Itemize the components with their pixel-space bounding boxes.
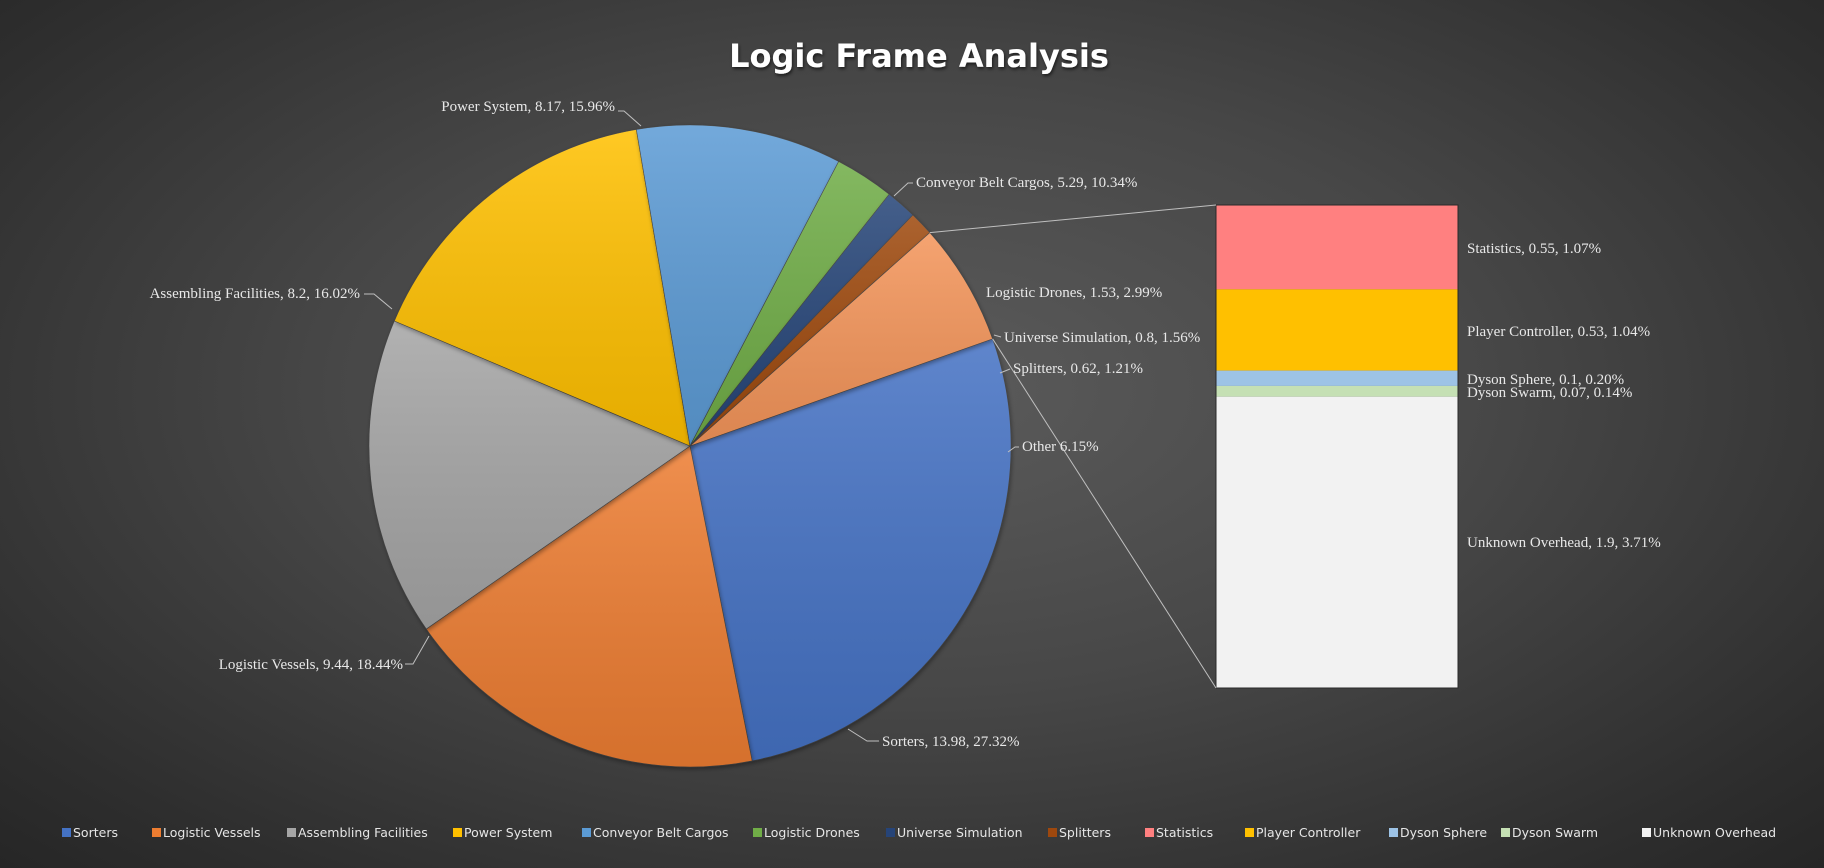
legend-swatch-assembling-facilities bbox=[287, 828, 296, 837]
leader-line-logistic-vessels bbox=[405, 635, 430, 665]
data-label-splitters: Splitters, 0.62, 1.21% bbox=[1013, 361, 1143, 377]
connector-line-bottom bbox=[992, 338, 1217, 689]
legend-label-unknown-overhead: Unknown Overhead bbox=[1653, 825, 1776, 840]
legend-item-assembling-facilities[interactable]: Assembling Facilities bbox=[287, 825, 428, 840]
data-labels-group: Sorters, 13.98, 27.32% Logistic Vessels, … bbox=[150, 99, 1661, 750]
legend-label-logistic-drones: Logistic Drones bbox=[764, 825, 860, 840]
data-label-player-controller: Player Controller, 0.53, 1.04% bbox=[1467, 324, 1650, 340]
legend-swatch-logistic-vessels bbox=[152, 828, 161, 837]
legend: Sorters Logistic Vessels Assembling Facili… bbox=[62, 825, 1776, 840]
legend-item-unknown-overhead[interactable]: Unknown Overhead bbox=[1642, 825, 1776, 840]
legend-swatch-dyson-swarm bbox=[1501, 828, 1510, 837]
legend-item-conveyor-belt-cargos[interactable]: Conveyor Belt Cargos bbox=[582, 825, 729, 840]
legend-swatch-player-controller bbox=[1245, 828, 1254, 837]
data-label-assembling-facilities: Assembling Facilities, 8.2, 16.02% bbox=[150, 286, 360, 302]
data-label-logistic-drones: Logistic Drones, 1.53, 2.99% bbox=[986, 285, 1162, 301]
legend-item-power-system[interactable]: Power System bbox=[453, 825, 552, 840]
legend-label-assembling-facilities: Assembling Facilities bbox=[298, 825, 428, 840]
secondary-bar-outline bbox=[1215, 204, 1459, 689]
legend-item-splitters[interactable]: Splitters bbox=[1048, 825, 1111, 840]
data-label-universe-simulation: Universe Simulation, 0.8, 1.56% bbox=[1004, 330, 1200, 346]
data-label-power-system: Power System, 8.17, 15.96% bbox=[441, 99, 615, 115]
bar-segment-dyson-swarm[interactable] bbox=[1216, 385, 1458, 397]
leader-line-assembling-facilities bbox=[364, 293, 393, 310]
legend-label-sorters: Sorters bbox=[73, 825, 118, 840]
chart-title: Logic Frame Analysis bbox=[729, 37, 1109, 75]
legend-item-logistic-drones[interactable]: Logistic Drones bbox=[753, 825, 860, 840]
legend-item-universe-simulation[interactable]: Universe Simulation bbox=[886, 825, 1023, 840]
legend-label-splitters: Splitters bbox=[1059, 825, 1111, 840]
connector-line-top bbox=[929, 204, 1217, 234]
bar-segment-player-controller[interactable] bbox=[1216, 289, 1458, 371]
legend-item-logistic-vessels[interactable]: Logistic Vessels bbox=[152, 825, 261, 840]
legend-swatch-dyson-sphere bbox=[1389, 828, 1398, 837]
data-label-conveyor-belt-cargos: Conveyor Belt Cargos, 5.29, 10.34% bbox=[916, 175, 1137, 191]
legend-swatch-unknown-overhead bbox=[1642, 828, 1651, 837]
legend-item-sorters[interactable]: Sorters bbox=[62, 825, 118, 840]
data-label-dyson-swarm: Dyson Swarm, 0.07, 0.14% bbox=[1467, 385, 1632, 401]
bar-segment-unknown-overhead[interactable] bbox=[1216, 396, 1458, 688]
legend-label-universe-simulation: Universe Simulation bbox=[897, 825, 1023, 840]
legend-swatch-sorters bbox=[62, 828, 71, 837]
leader-line-other bbox=[1007, 446, 1019, 453]
data-label-dyson-sphere: Dyson Sphere, 0.1, 0.20% bbox=[1467, 372, 1624, 388]
leader-line-universe-simulation bbox=[993, 334, 1002, 338]
leader-line-sorters bbox=[847, 728, 879, 742]
legend-item-statistics[interactable]: Statistics bbox=[1145, 825, 1213, 840]
legend-label-dyson-sphere: Dyson Sphere bbox=[1400, 825, 1487, 840]
secondary-bar-group bbox=[929, 204, 1459, 689]
data-label-sorters: Sorters, 13.98, 27.32% bbox=[882, 734, 1020, 750]
legend-swatch-power-system bbox=[453, 828, 462, 837]
bar-segment-statistics[interactable] bbox=[1216, 205, 1458, 290]
legend-label-statistics: Statistics bbox=[1156, 825, 1213, 840]
legend-swatch-statistics bbox=[1145, 828, 1154, 837]
data-label-other: Other 6.15% bbox=[1022, 439, 1099, 455]
legend-label-conveyor-belt-cargos: Conveyor Belt Cargos bbox=[593, 825, 729, 840]
legend-label-dyson-swarm: Dyson Swarm bbox=[1512, 825, 1598, 840]
legend-swatch-splitters bbox=[1048, 828, 1057, 837]
bar-segment-dyson-sphere[interactable] bbox=[1216, 370, 1458, 386]
pie-group bbox=[368, 124, 1012, 768]
legend-swatch-logistic-drones bbox=[753, 828, 762, 837]
legend-item-player-controller[interactable]: Player Controller bbox=[1245, 825, 1361, 840]
legend-label-power-system: Power System bbox=[464, 825, 552, 840]
legend-item-dyson-swarm[interactable]: Dyson Swarm bbox=[1501, 825, 1598, 840]
leader-line-power-system bbox=[618, 110, 642, 127]
legend-item-dyson-sphere[interactable]: Dyson Sphere bbox=[1389, 825, 1487, 840]
leader-line-conveyor-belt-cargos bbox=[893, 182, 913, 197]
data-label-unknown-overhead: Unknown Overhead, 1.9, 3.71% bbox=[1467, 535, 1661, 551]
legend-swatch-universe-simulation bbox=[886, 828, 895, 837]
leader-line-splitters bbox=[999, 368, 1011, 374]
legend-swatch-conveyor-belt-cargos bbox=[582, 828, 591, 837]
legend-label-player-controller: Player Controller bbox=[1256, 825, 1361, 840]
legend-label-logistic-vessels: Logistic Vessels bbox=[163, 825, 261, 840]
data-label-statistics: Statistics, 0.55, 1.07% bbox=[1467, 241, 1601, 257]
data-label-logistic-vessels: Logistic Vessels, 9.44, 18.44% bbox=[219, 657, 403, 673]
